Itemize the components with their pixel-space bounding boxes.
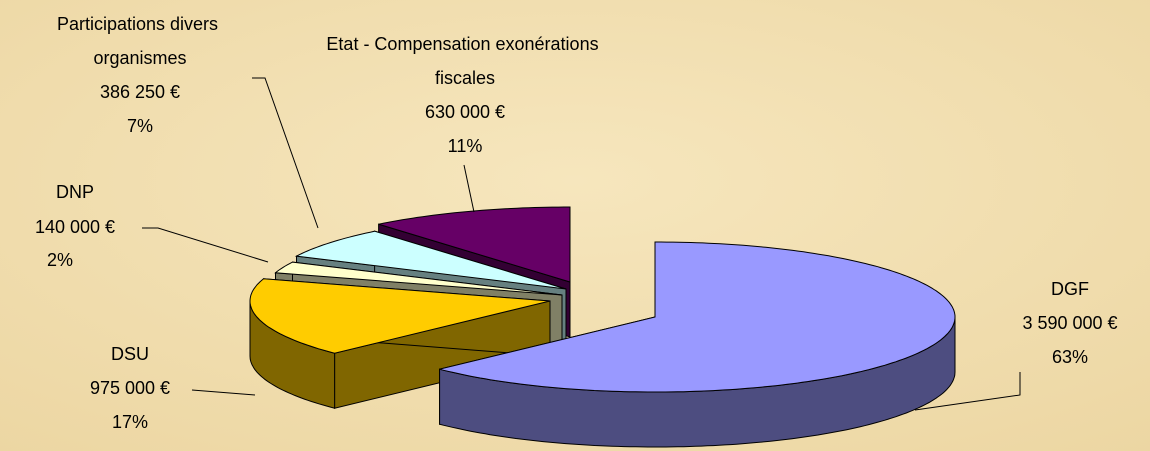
- slice-percent-label: 63%: [1052, 347, 1088, 367]
- leader-line: [914, 372, 1021, 411]
- slice: [439, 241, 956, 448]
- slice-value-label: 386 250 €: [100, 82, 180, 102]
- slice-category-label: Participations divers organismes: [57, 14, 223, 68]
- slice-category-label: Etat - Compensation exonérations fiscale…: [326, 34, 603, 88]
- slice-value-label: 140 000 €: [35, 217, 115, 237]
- slice: [249, 278, 551, 409]
- slice-value-label: 3 590 000 €: [1022, 313, 1117, 333]
- slice-percent-label: 11%: [448, 136, 483, 156]
- slice-category-label: DNP: [56, 182, 94, 202]
- slice-value-label: 630 000 €: [425, 102, 505, 122]
- leader-line: [142, 227, 269, 263]
- slice: [274, 261, 563, 296]
- slice-percent-label: 17%: [112, 412, 148, 432]
- slice-percent-label: 7%: [127, 116, 153, 136]
- slice: [249, 278, 551, 354]
- leader-line: [463, 164, 475, 213]
- slice-category-label: DSU: [111, 344, 149, 364]
- leader-line: [252, 77, 319, 229]
- slice-percent-label: 2%: [47, 250, 73, 270]
- slice: [294, 230, 567, 290]
- leader-line: [191, 389, 256, 396]
- slice-category-label: DGF: [1051, 279, 1089, 299]
- slice-value-label: 975 000 €: [90, 378, 170, 398]
- slice: [378, 206, 571, 283]
- slice: [439, 241, 956, 393]
